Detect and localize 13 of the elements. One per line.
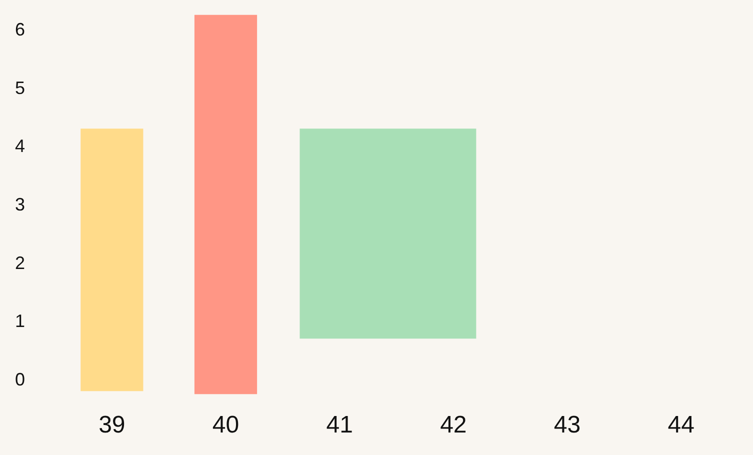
y-tick-label: 1 xyxy=(14,311,25,332)
x-tick-label: 43 xyxy=(554,412,581,438)
x-tick-label: 41 xyxy=(326,412,353,438)
y-tick-label: 3 xyxy=(14,194,25,214)
x-tick-label: 39 xyxy=(98,412,126,438)
y-tick-label: 0 xyxy=(14,370,25,390)
y-tick-label: 6 xyxy=(14,20,25,40)
y-tick-label: 5 xyxy=(14,78,25,98)
x-tick-label: 42 xyxy=(440,412,467,438)
y-tick-label: 2 xyxy=(14,252,25,273)
y-tick-label: 4 xyxy=(14,136,25,156)
x-tick-label: 44 xyxy=(668,412,694,438)
x-tick-label: 40 xyxy=(212,412,240,438)
